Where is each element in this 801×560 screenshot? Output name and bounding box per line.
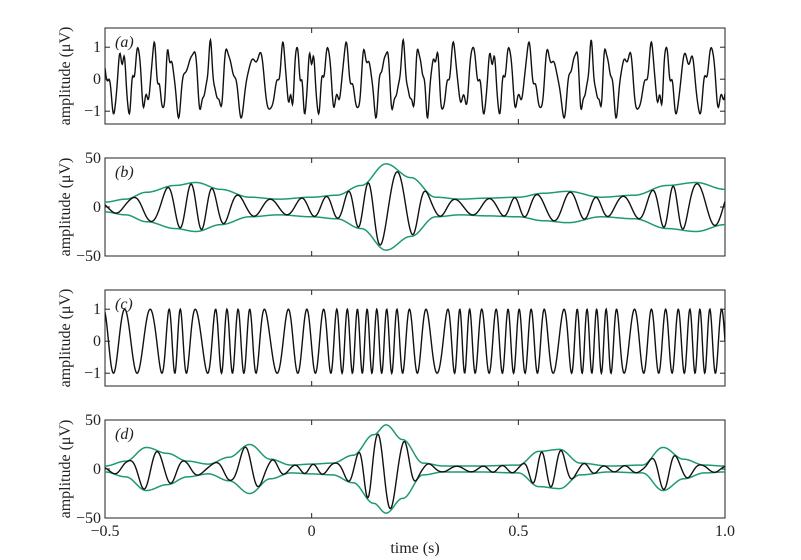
series-upper-envelope — [105, 163, 725, 203]
y-tick-label: 1 — [93, 301, 101, 318]
y-tick-label: −50 — [76, 248, 101, 265]
y-tick-label: 50 — [85, 412, 101, 429]
series-signal — [105, 307, 725, 376]
series-signal — [105, 171, 725, 246]
y-axis-label: amplitude (μV) — [57, 27, 74, 126]
y-tick-label: 0 — [93, 71, 101, 88]
x-axis-label: time (s) — [390, 540, 439, 557]
panel-c: 1 0 −1 (c) amplitude (μV) — [57, 289, 726, 388]
x-tick-label: 0 — [308, 523, 316, 540]
y-tick-label: −1 — [84, 365, 101, 382]
y-axis-label: amplitude (μV) — [57, 289, 74, 388]
series-lower-envelope — [105, 471, 725, 514]
panel-label: (b) — [115, 164, 134, 181]
y-tick-label: 1 — [93, 39, 101, 56]
axes-frame — [104, 27, 726, 125]
axes-frame — [104, 419, 726, 519]
y-tick-label: 50 — [85, 150, 101, 167]
panel-label: (d) — [115, 426, 134, 443]
series-signal — [105, 433, 725, 510]
axes-frame — [104, 289, 726, 387]
y-tick-label: 0 — [93, 333, 101, 350]
panels-layer: 1 0 −1 (a) amplitude (μV) 50 0 −50 (b) amplitude … — [57, 27, 735, 540]
y-tick-label: −50 — [76, 510, 101, 527]
x-tick-label: 0.5 — [508, 523, 528, 540]
panel-a: 1 0 −1 (a) amplitude (μV) — [57, 27, 726, 126]
series-lower-envelope — [105, 211, 725, 251]
y-axis-label: amplitude (μV) — [57, 158, 74, 257]
series-signal — [105, 37, 725, 120]
x-tick-label: 1.0 — [715, 523, 735, 540]
series-upper-envelope — [105, 424, 725, 467]
y-axis-label: amplitude (μV) — [57, 420, 74, 519]
y-tick-label: 0 — [93, 461, 101, 478]
panel-label: (c) — [115, 296, 133, 313]
panel-d: 50 0 −50 (d) amplitude (μV) — [57, 412, 726, 527]
panel-b: 50 0 −50 (b) amplitude (μV) — [57, 150, 726, 265]
y-tick-label: −1 — [84, 103, 101, 120]
x-tick-label: −0.5 — [90, 523, 119, 540]
panel-label: (a) — [115, 34, 134, 51]
y-tick-label: 0 — [93, 199, 101, 216]
